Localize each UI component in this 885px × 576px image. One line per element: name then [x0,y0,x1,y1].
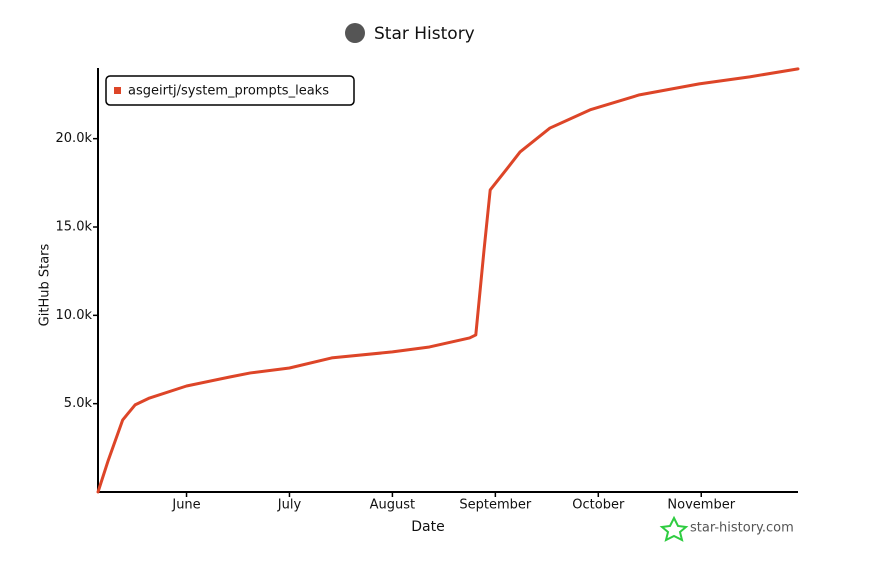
x-axis-label: Date [411,519,444,535]
x-tick-label: July [277,498,302,513]
logo [659,515,689,542]
x-tick-label: June [171,498,200,513]
legend-swatch [114,87,121,94]
x-tick-label: November [667,498,735,513]
series-line [96,67,800,494]
y-tick-label: 20.0k [56,131,93,146]
watermark: star-history.com [690,521,794,536]
x-tick-label: September [459,498,532,513]
y-tick-label: 10.0k [56,308,93,323]
legend-label: asgeirtj/system_prompts_leaks [128,84,329,99]
x-tick-label: August [370,498,416,513]
legend: asgeirtj/system_prompts_leaks [105,75,355,106]
x-tick-label: October [572,498,625,513]
y-tick-label: 15.0k [56,220,93,235]
y-tick-label: 5.0k [64,396,93,411]
legend-box [105,75,355,106]
chart-title: Star History [374,24,475,44]
y-axis-label: GitHub Stars [38,243,53,326]
avatar [345,23,365,43]
